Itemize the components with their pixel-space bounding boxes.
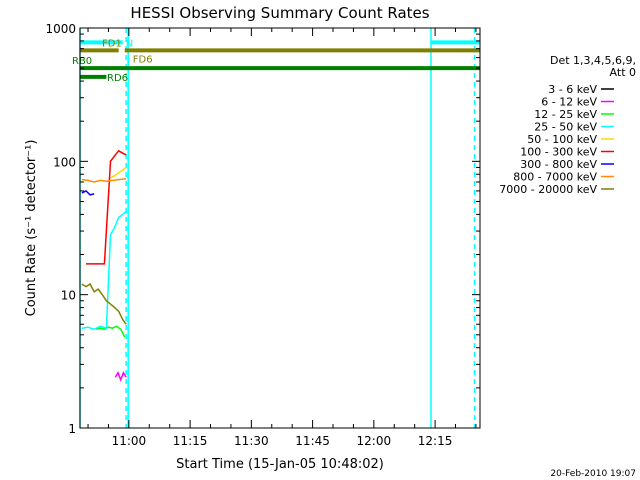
y-tick-label: 10 <box>61 289 76 303</box>
plot-frame <box>79 27 481 429</box>
y-axis-label: Count Rate (s⁻¹ detector⁻¹) <box>24 140 39 317</box>
legend-label: 12 - 25 keV <box>534 108 597 121</box>
y-tick-label: 100 <box>53 155 76 169</box>
x-tick-label: 11:00 <box>112 434 147 448</box>
legend-label: 25 - 50 keV <box>534 121 597 134</box>
legend-label: 50 - 100 keV <box>527 133 597 146</box>
x-axis-label: Start Time (15-Jan-05 10:48:02) <box>176 457 384 472</box>
y-tick-label: 1 <box>68 422 76 436</box>
series-line <box>81 189 95 196</box>
x-tick-label: 12:00 <box>357 434 392 448</box>
x-tick-label: 11:15 <box>173 434 208 448</box>
flag-label: RB0 <box>72 56 92 67</box>
flag-label: FD1 <box>102 38 122 49</box>
legend-label: 6 - 12 keV <box>541 96 597 109</box>
series-line <box>81 283 127 325</box>
series-line <box>86 149 127 265</box>
x-tick-label: 11:30 <box>234 434 269 448</box>
chart-title: HESSI Observing Summary Count Rates <box>130 4 429 22</box>
y-tick-label: 1000 <box>45 22 76 36</box>
legend-label: 3 - 6 keV <box>548 83 597 96</box>
legend-label: 300 - 800 keV <box>520 158 597 171</box>
series-line <box>110 166 127 179</box>
flag-label: N <box>126 38 133 49</box>
legend-label: 100 - 300 keV <box>520 146 597 159</box>
flag-label: FD6 <box>133 54 153 65</box>
legend-header: Det 1,3,4,5,6,9, <box>550 54 636 67</box>
footer-date: 20-Feb-2010 19:07 <box>550 469 636 479</box>
legend-label: 7000 - 20000 keV <box>499 183 597 196</box>
legend-header: Att 0 <box>610 66 636 79</box>
series-line <box>81 178 127 183</box>
series-line <box>81 211 127 331</box>
series-line <box>96 325 126 338</box>
legend-label: 800 - 7000 keV <box>513 171 597 184</box>
x-tick-label: 11:45 <box>295 434 330 448</box>
flag-label: RD6 <box>107 73 128 84</box>
x-tick-label: 12:15 <box>418 434 453 448</box>
series-line <box>114 370 127 382</box>
